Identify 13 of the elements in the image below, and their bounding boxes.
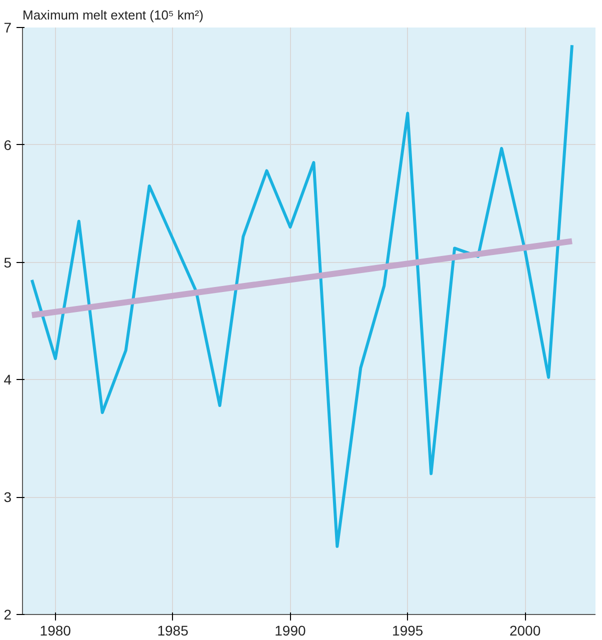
y-tick-label: 5	[4, 254, 12, 270]
y-tick-label: 7	[4, 20, 12, 36]
x-tick-label: 1985	[157, 622, 189, 638]
y-tick-label: 2	[4, 606, 12, 622]
line-series	[30, 44, 574, 548]
y-tick-label: 6	[4, 136, 12, 153]
y-tick-label: 4	[4, 372, 12, 388]
y-tick-label: 3	[4, 489, 12, 506]
x-tick-label: 1990	[274, 622, 306, 638]
x-tick-label: 1980	[40, 622, 72, 638]
y-axis-title: Maximum melt extent (10⁵ km²)	[22, 8, 204, 22]
x-tick-label: 1995	[392, 622, 424, 638]
x-tick-label: 2000	[509, 622, 541, 638]
